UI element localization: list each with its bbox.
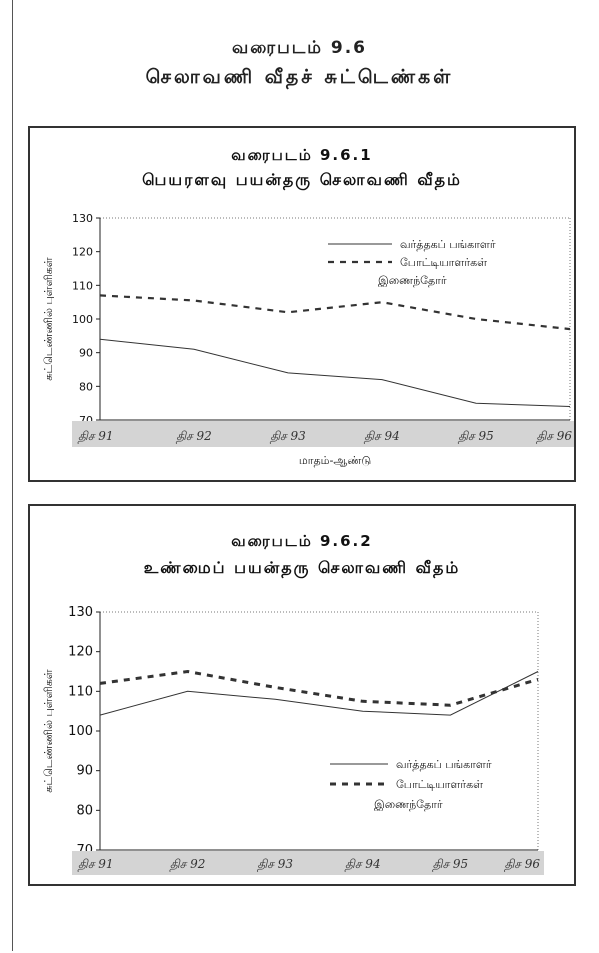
y-tick-label: 130 — [72, 212, 93, 225]
page-subtitle: செலாவணி வீதச் சுட்டெண்கள் — [145, 66, 454, 88]
x-axis-title: மாதம்-ஆண்டு — [283, 882, 355, 884]
y-tick-label: 80 — [76, 803, 93, 818]
y-tick-label: 120 — [72, 246, 93, 259]
y-tick-label: 90 — [79, 347, 93, 360]
chart-title: வரைபடம் 9.6.1 — [231, 146, 373, 164]
x-tick-label: திச 93 — [256, 857, 293, 872]
y-axis-title: சுட்டெண்ணில் புள்ளிகள் — [42, 257, 55, 381]
page-border — [12, 0, 597, 951]
x-tick-label: திச 95 — [432, 857, 469, 872]
x-tick-label: திச 91 — [77, 429, 114, 444]
y-tick-label: 110 — [68, 684, 93, 699]
legend-label: போட்டியாளர்கள் — [396, 778, 483, 791]
legend-label: போட்டியாளர்கள் — [400, 256, 487, 269]
series-line-competitors — [99, 294, 571, 331]
series-line-trade-partners — [99, 671, 539, 716]
x-tick-label: திச 94 — [363, 429, 400, 444]
x-tick-label: திச 91 — [77, 857, 114, 872]
y-tick-label: 110 — [72, 279, 93, 292]
legend-label: இணைந்தோர் — [374, 798, 443, 811]
y-tick-label: 90 — [76, 764, 93, 779]
chart-panel-real: வரைபடம் 9.6.2 உண்மைப் பயன்தரு செலாவணி வீ… — [28, 504, 576, 886]
page-title: வரைபடம் 9.6 — [231, 38, 368, 58]
y-tick-label: 80 — [79, 380, 93, 393]
x-axis-band — [72, 851, 544, 875]
legend-label: இணைந்தோர் — [378, 274, 447, 287]
chart-subtitle: உண்மைப் பயன்தரு செலாவணி வீதம் — [143, 558, 461, 577]
legend-label: வர்த்தகப் பங்காளர் — [400, 238, 496, 251]
chart-title: வரைபடம் 9.6.2 — [231, 532, 373, 550]
chart-panel-nominal: வரைபடம் 9.6.1 பெயரளவு பயன்தரு செலாவணி வீ… — [28, 126, 576, 482]
y-tick-label: 130 — [68, 605, 93, 620]
x-tick-label: திச 96 — [503, 857, 540, 872]
legend-label: வர்த்தகப் பங்காளர் — [396, 758, 492, 771]
y-tick-label: 120 — [68, 645, 93, 660]
y-axis-title: சுட்டெண்ணில் புள்ளிகள் — [42, 669, 55, 793]
x-axis-title: மாதம்-ஆண்டு — [299, 454, 371, 467]
y-tick-label: 100 — [72, 313, 93, 326]
series-line-trade-partners — [99, 338, 571, 407]
x-tick-label: திச 94 — [344, 857, 381, 872]
x-tick-label: திச 92 — [175, 429, 212, 444]
series-line-competitors — [99, 669, 539, 707]
x-tick-label: திச 93 — [269, 429, 306, 444]
x-tick-label: திச 96 — [535, 429, 572, 444]
chart-subtitle: பெயரளவு பயன்தரு செலாவணி வீதம் — [142, 170, 462, 189]
y-tick-label: 100 — [68, 724, 93, 739]
x-axis-band — [72, 421, 574, 447]
x-tick-label: திச 95 — [457, 429, 494, 444]
x-tick-label: திச 92 — [169, 857, 206, 872]
